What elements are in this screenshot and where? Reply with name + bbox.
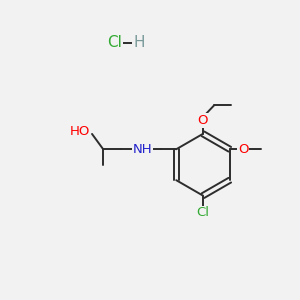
Text: H: H — [133, 35, 145, 50]
Text: O: O — [238, 143, 248, 156]
Text: O: O — [198, 114, 208, 127]
Text: Cl: Cl — [107, 35, 122, 50]
Text: HO: HO — [70, 125, 91, 138]
Text: Cl: Cl — [196, 206, 209, 219]
Text: NH: NH — [133, 143, 152, 156]
